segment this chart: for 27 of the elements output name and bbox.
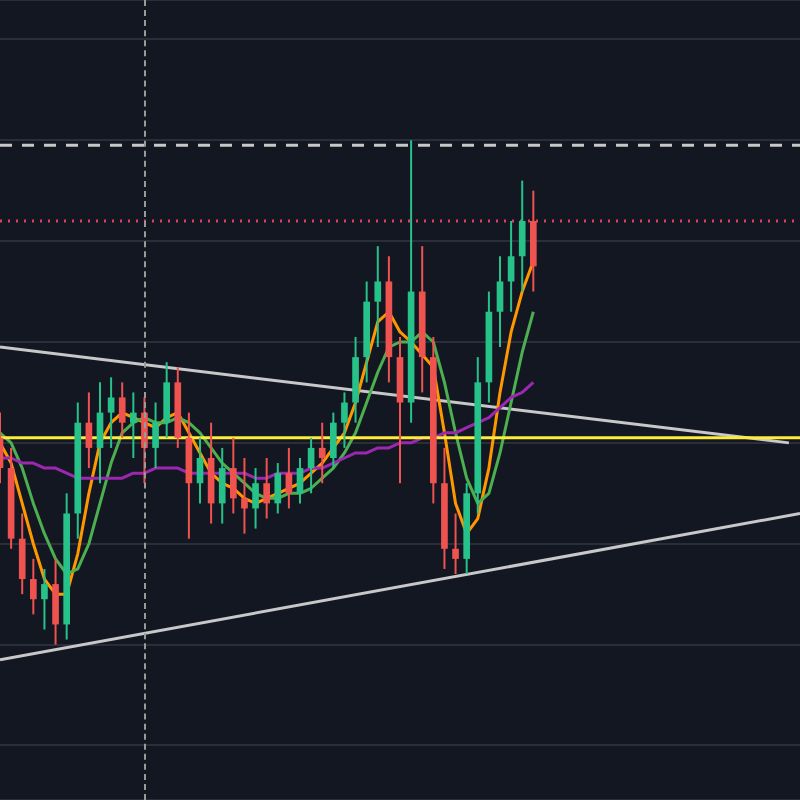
candlestick: [163, 361, 170, 439]
candlestick: [152, 401, 159, 470]
candlestick: [318, 421, 326, 485]
candlestick: [396, 335, 404, 485]
candlestick: [218, 446, 226, 525]
candlestick: [530, 189, 537, 293]
candlestick: [130, 391, 137, 459]
candlestick: [252, 467, 259, 530]
candlestick: [274, 462, 282, 515]
candlestick: [352, 335, 359, 424]
candlestick: [452, 512, 459, 575]
candlestick: [374, 245, 382, 349]
candlestick: [241, 457, 248, 535]
candlestick: [41, 567, 48, 631]
candlestick: [18, 512, 26, 596]
candlestick: [341, 391, 348, 449]
candlestick: [307, 436, 315, 495]
candlestick: [330, 411, 337, 470]
candlestick: [52, 557, 59, 646]
candlestick: [496, 255, 504, 349]
candlestick: [230, 436, 237, 515]
candlestick: [118, 381, 126, 439]
candlestick: [30, 557, 37, 616]
candlestick: [518, 179, 526, 293]
candlestick: [285, 446, 293, 510]
candlestick: [107, 376, 115, 449]
candlestick: [263, 457, 270, 520]
